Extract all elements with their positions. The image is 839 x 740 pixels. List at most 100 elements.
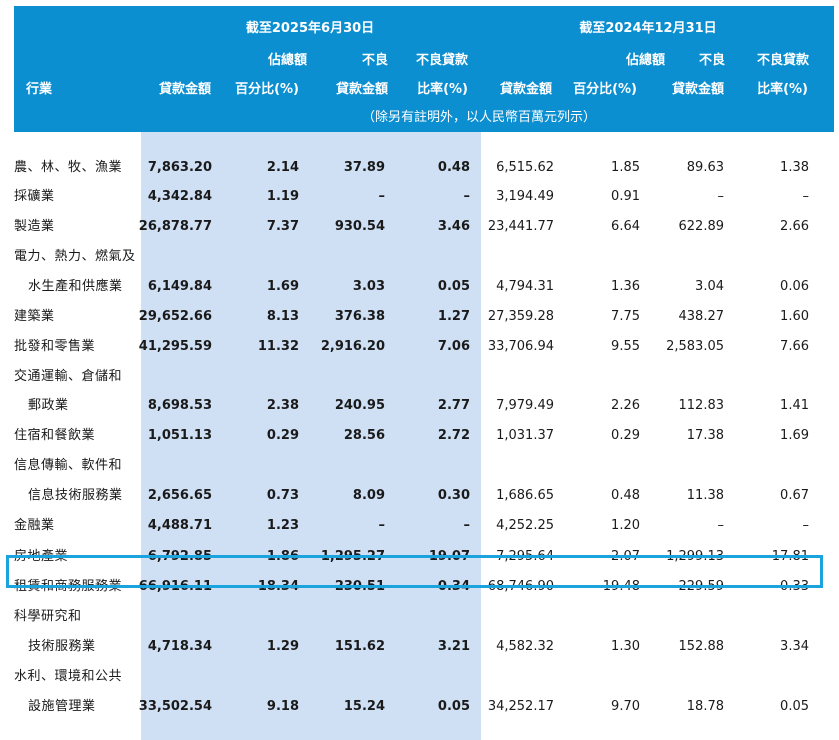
table-row: 農、林、牧、漁業 7,863.20 2.14 37.89 0.48 6,515.62 1.8… (0, 154, 839, 182)
period-2024-heading: 截至2024年12月31日 (579, 21, 717, 36)
industry-label: 交通運輸、倉儲和 (14, 369, 123, 384)
npl-amount-2025-cell: – (378, 189, 386, 204)
npl-amount-2024-cell: 3.04 (695, 279, 724, 294)
npl-amount-2025-cell: 151.62 (334, 639, 385, 654)
npl-amount-2025-cell: 930.54 (334, 219, 385, 234)
industry-label: 批發和零售業 (14, 339, 96, 354)
pct-2024-cell: 9.55 (611, 339, 640, 354)
pct-2025-cell: 1.23 (266, 518, 299, 533)
pct-2024-cell: 9.70 (611, 699, 640, 714)
industry-label: 建築業 (14, 309, 55, 324)
pct-heading-2025-line2: 百分比(%) (235, 82, 299, 97)
pct-2025-cell: 1.29 (266, 639, 299, 654)
npl-amount-2025-cell: 28.56 (343, 428, 385, 443)
npl-ratio-2024-cell: 0.05 (780, 699, 809, 714)
npl-ratio-2025-cell: – (463, 518, 471, 533)
npl-ratio-2025-cell: 2.77 (437, 398, 470, 413)
industry-label: 科學研究和 (14, 609, 82, 624)
ratio-heading-2024-line1: 不良貸款 (756, 53, 809, 68)
industry-label: 信息技術服務業 (28, 488, 123, 503)
npl-heading-2025-line2: 貸款金額 (335, 82, 388, 97)
industry-label: 製造業 (14, 219, 55, 234)
loan-amount-2024-cell: 33,706.94 (487, 339, 554, 354)
pct-2024-cell: 2.26 (611, 398, 640, 413)
loan-heading-2025: 貸款金額 (158, 82, 211, 97)
npl-ratio-2025-cell: 0.05 (437, 279, 470, 294)
npl-ratio-2024-cell: 1.69 (780, 428, 809, 443)
industry-label: 採礦業 (14, 189, 55, 204)
table-row: 水生產和供應業 6,149.84 1.69 3.03 0.05 4,794.31 1.36 3… (0, 273, 839, 301)
table-row: 批發和零售業 41,295.59 11.32 2,916.20 7.06 33,706.9… (0, 333, 839, 361)
loan-amount-2025-cell: 41,295.59 (138, 339, 212, 354)
npl-amount-2024-cell: 112.83 (678, 398, 725, 413)
npl-amount-2024-cell: 18.78 (686, 699, 724, 714)
npl-heading-2024-line1: 不良 (698, 53, 725, 68)
npl-heading-2025-line1: 不良 (361, 53, 388, 68)
table-row: 技術服務業 4,718.34 1.29 151.62 3.21 4,582.32 1.30 1… (0, 633, 839, 661)
industry-label: 農、林、牧、漁業 (14, 160, 123, 175)
currency-note: （除另有註明外，以人民幣百萬元列示） (361, 110, 597, 125)
npl-ratio-2025-cell: 1.27 (437, 309, 470, 324)
loan-heading-2024: 貸款金額 (499, 82, 552, 97)
ratio-heading-2025-line1: 不良貸款 (415, 53, 468, 68)
industry-label: 金融業 (14, 518, 55, 533)
loan-amount-2024-cell: 1,686.65 (496, 488, 554, 503)
npl-amount-2025-cell: – (378, 518, 386, 533)
npl-amount-2024-cell: – (717, 518, 725, 533)
table-row: 建築業 29,652.66 8.13 376.38 1.27 27,359.28 7.75 4… (0, 303, 839, 331)
ratio-heading-2024-line2: 比率(%) (757, 82, 808, 97)
npl-ratio-2025-cell: 3.21 (437, 639, 470, 654)
table-row: 製造業 26,878.77 7.37 930.54 3.46 23,441.77 6.64 6… (0, 213, 839, 241)
industry-label: 技術服務業 (28, 639, 96, 654)
table-row: 金融業 4,488.71 1.23 – – 4,252.25 1.20 – – (0, 512, 839, 540)
npl-amount-2024-cell: 2,583.05 (666, 339, 724, 354)
pct-2025-cell: 7.37 (266, 219, 299, 234)
loan-amount-2024-cell: 4,582.32 (496, 639, 554, 654)
pct-heading-2025-line1: 佔總額 (267, 53, 307, 68)
npl-ratio-2024-cell: 7.66 (780, 339, 809, 354)
industry-label: 信息傳輸、軟件和 (14, 458, 123, 473)
ratio-heading-2025-line2: 比率(%) (417, 82, 468, 97)
npl-ratio-2025-cell: 2.72 (437, 428, 470, 443)
npl-ratio-2024-cell: 2.66 (780, 219, 809, 234)
table-row: 交通運輸、倉儲和 (0, 363, 839, 391)
pct-2025-cell: 1.19 (266, 189, 299, 204)
npl-amount-2025-cell: 2,916.20 (320, 339, 385, 354)
loan-amount-2024-cell: 27,359.28 (487, 309, 554, 324)
loan-amount-2025-cell: 29,652.66 (138, 309, 212, 324)
pct-2025-cell: 0.29 (266, 428, 299, 443)
industry-label: 設施管理業 (28, 699, 96, 714)
npl-amount-2024-cell: 89.63 (686, 160, 724, 175)
current-period-shading (141, 132, 481, 740)
loan-amount-2024-cell: 3,194.49 (496, 189, 554, 204)
table-row: 水利、環境和公共 (0, 663, 839, 691)
npl-ratio-2024-cell: 0.67 (780, 488, 809, 503)
loan-amount-2025-cell: 4,342.84 (147, 189, 212, 204)
npl-amount-2025-cell: 37.89 (343, 160, 385, 175)
npl-ratio-2024-cell: 1.38 (780, 160, 809, 175)
pct-2025-cell: 11.32 (257, 339, 299, 354)
industry-label: 水利、環境和公共 (14, 669, 123, 684)
npl-ratio-2024-cell: 1.60 (780, 309, 809, 324)
pct-2024-cell: 1.85 (611, 160, 640, 175)
table-row: 信息技術服務業 2,656.65 0.73 8.09 0.30 1,686.65 0.48 1… (0, 482, 839, 510)
loan-amount-2024-cell: 4,252.25 (496, 518, 554, 533)
pct-2025-cell: 1.69 (266, 279, 299, 294)
loan-amount-2024-cell: 23,441.77 (487, 219, 554, 234)
pct-2025-cell: 8.13 (266, 309, 299, 324)
loan-amount-2025-cell: 4,488.71 (147, 518, 212, 533)
loan-amount-2025-cell: 6,149.84 (147, 279, 212, 294)
pct-2024-cell: 0.91 (611, 189, 640, 204)
pct-heading-2024-line1: 佔總額 (625, 53, 665, 68)
industry-label: 住宿和餐飲業 (14, 428, 96, 443)
industry-heading: 行業 (26, 82, 53, 97)
npl-amount-2024-cell: 438.27 (678, 309, 725, 324)
pct-2024-cell: 1.36 (611, 279, 640, 294)
npl-amount-2024-cell: – (717, 189, 725, 204)
pct-heading-2024-line2: 百分比(%) (573, 82, 637, 97)
pct-2024-cell: 0.48 (611, 488, 640, 503)
npl-ratio-2025-cell: 0.48 (437, 160, 470, 175)
loan-amount-2024-cell: 4,794.31 (496, 279, 554, 294)
loan-amount-2024-cell: 6,515.62 (496, 160, 554, 175)
period-2025-heading: 截至2025年6月30日 (245, 21, 375, 36)
